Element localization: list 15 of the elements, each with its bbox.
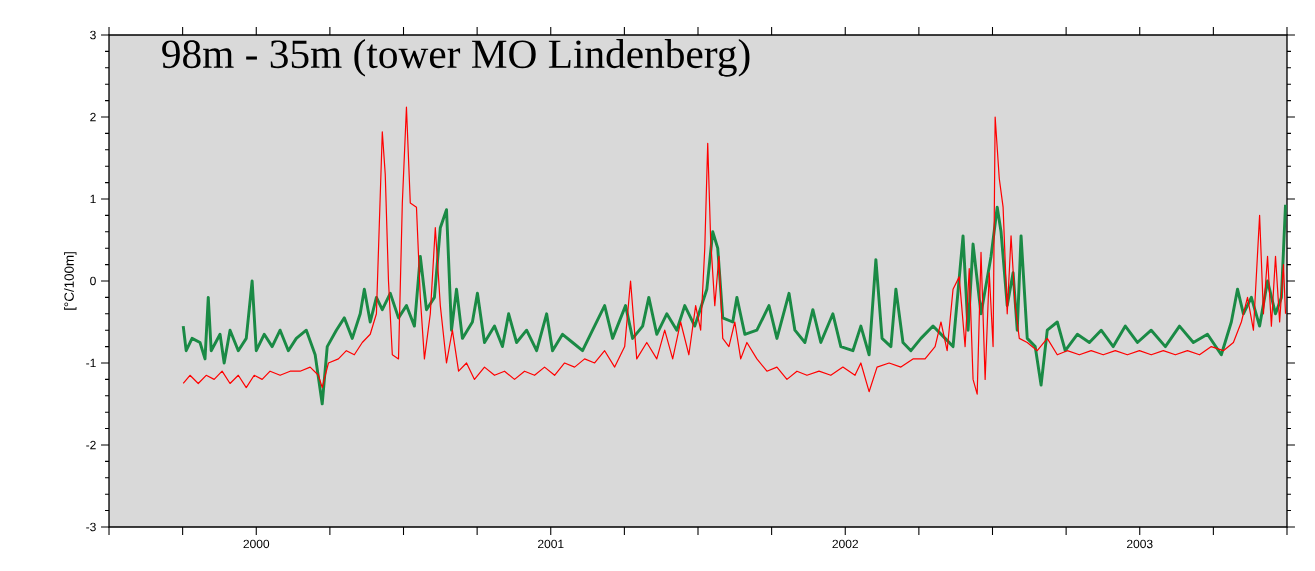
chart-title: 98m - 35m (tower MO Lindenberg) xyxy=(162,39,750,77)
y-tick-label: -2 xyxy=(86,440,96,450)
y-tick-label: 2 xyxy=(90,112,96,122)
x-tick-label: 2003 xyxy=(1127,539,1153,549)
line-series xyxy=(182,106,1287,395)
y-tick-label: 1 xyxy=(90,194,96,204)
x-tick-label: 2002 xyxy=(832,539,858,549)
y-tick-label: 3 xyxy=(90,30,96,40)
y-tick-label: -1 xyxy=(86,358,96,368)
line-series xyxy=(181,203,1287,406)
x-tick-label: 2000 xyxy=(243,539,270,549)
x-tick-label: 2001 xyxy=(538,539,564,549)
y-axis-title: [°C/100m] xyxy=(64,252,77,310)
y-tick-label: 0 xyxy=(90,276,96,286)
y-tick-label: -3 xyxy=(86,522,96,532)
